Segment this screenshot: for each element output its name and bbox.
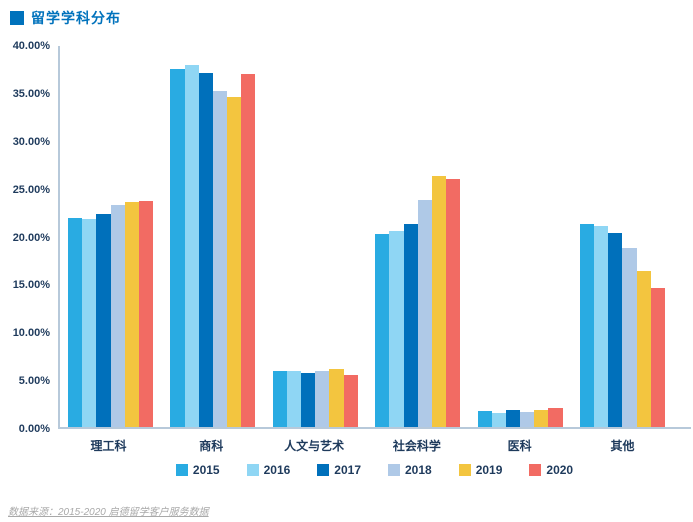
bar-group-其他	[579, 46, 665, 427]
y-axis-tick-label: 30.00%	[12, 135, 50, 148]
page-title-text: 留学学科分布	[31, 10, 121, 26]
bar-2015-商科	[170, 68, 185, 427]
x-axis-label-其他: 其他	[610, 439, 635, 453]
legend-item-2020: 2020	[529, 463, 573, 477]
y-axis-tick-label: 10.00%	[12, 327, 50, 340]
bar-2016-社会科学	[389, 230, 404, 427]
legend-label: 2015	[192, 463, 220, 477]
bar-2020-社会科学	[446, 179, 461, 427]
bar-2020-商科	[241, 73, 256, 427]
legend-swatch-icon	[529, 464, 542, 476]
bar-2019-医科	[534, 409, 549, 427]
legend-label: 2020	[546, 463, 574, 477]
x-axis-label-理工科: 理工科	[90, 439, 127, 453]
bar-2017-商科	[198, 72, 213, 427]
bar-2017-人文与艺术	[301, 372, 316, 427]
bar-2018-人文与艺术	[315, 370, 330, 427]
bar-group-医科	[477, 46, 563, 427]
legend-item-2016: 2016	[246, 463, 291, 477]
x-axis-label-人文与艺术: 人文与艺术	[284, 439, 345, 453]
x-axis-label-商科: 商科	[199, 439, 224, 453]
x-axis-category-labels: 理工科 商科 人文与艺术 社会科学 医科 其他	[58, 437, 691, 454]
legend-swatch-icon	[246, 464, 259, 476]
legend-item-2017: 2017	[317, 463, 361, 477]
legend-swatch-icon	[458, 464, 471, 476]
legend-label: 2019	[475, 463, 503, 477]
bar-2015-人文与艺术	[272, 370, 287, 427]
bar-2015-理工科	[68, 218, 83, 427]
bar-2018-商科	[212, 90, 228, 427]
legend-item-2015: 2015	[175, 463, 220, 477]
x-axis-label-社会科学: 社会科学	[392, 439, 441, 453]
bar-2015-医科	[477, 410, 492, 427]
bar-2019-其他	[636, 270, 651, 427]
chart-legend: 2015 2016 2017 2018 2019 2020	[58, 463, 691, 477]
bar-2019-社会科学	[431, 175, 447, 427]
legend-item-2019: 2019	[458, 463, 503, 477]
bar-2018-其他	[622, 247, 637, 427]
y-axis-tick-label: 35.00%	[12, 87, 50, 100]
legend-label: 2018	[405, 463, 432, 477]
legend-label: 2016	[263, 463, 291, 477]
bar-2020-人文与艺术	[343, 374, 358, 427]
legend-swatch-icon	[317, 464, 330, 476]
bar-2015-其他	[579, 224, 595, 427]
bar-2019-商科	[227, 97, 242, 427]
bar-2016-其他	[594, 226, 609, 427]
bar-group-人文与艺术	[272, 46, 358, 427]
bar-2018-社会科学	[417, 200, 432, 427]
page-title: 留学学科分布	[10, 8, 121, 28]
bar-2017-医科	[505, 409, 521, 427]
bar-2017-其他	[608, 232, 623, 427]
y-axis-tick-label: 5.00%	[18, 375, 50, 388]
title-square-icon	[10, 11, 24, 25]
bar-group-社会科学	[375, 46, 461, 427]
bar-2018-医科	[520, 411, 535, 427]
bar-2015-社会科学	[375, 233, 390, 427]
bar-2020-其他	[650, 287, 665, 427]
bar-2016-理工科	[82, 219, 97, 427]
bar-group-商科	[170, 46, 256, 427]
bar-2017-社会科学	[403, 224, 418, 427]
bar-2016-商科	[184, 65, 199, 427]
bar-chart-plot-area	[58, 46, 691, 429]
y-axis-tick-label: 25.00%	[12, 183, 50, 196]
bar-2020-医科	[548, 407, 563, 427]
bar-2018-理工科	[110, 205, 125, 427]
y-axis-tick-label: 15.00%	[12, 279, 50, 292]
bar-2019-人文与艺术	[329, 368, 344, 427]
bar-2017-理工科	[96, 213, 111, 427]
bar-2016-人文与艺术	[286, 370, 302, 427]
bar-2019-理工科	[124, 202, 139, 427]
legend-swatch-icon	[175, 464, 188, 476]
bar-group-理工科	[68, 46, 154, 427]
x-axis-label-医科: 医科	[507, 439, 532, 453]
y-axis-tick-label: 20.00%	[12, 231, 50, 244]
legend-item-2018: 2018	[388, 463, 432, 477]
legend-label: 2017	[334, 463, 361, 477]
y-axis-tick-label: 40.00%	[12, 40, 50, 52]
legend-swatch-icon	[388, 464, 400, 476]
source-note-link[interactable]: 数据来源：2015-2020 启德留学客户服务数据	[8, 507, 209, 518]
y-axis-tick-label: 0.00%	[18, 423, 50, 435]
bar-2020-理工科	[138, 201, 154, 427]
bar-2016-医科	[491, 412, 506, 427]
